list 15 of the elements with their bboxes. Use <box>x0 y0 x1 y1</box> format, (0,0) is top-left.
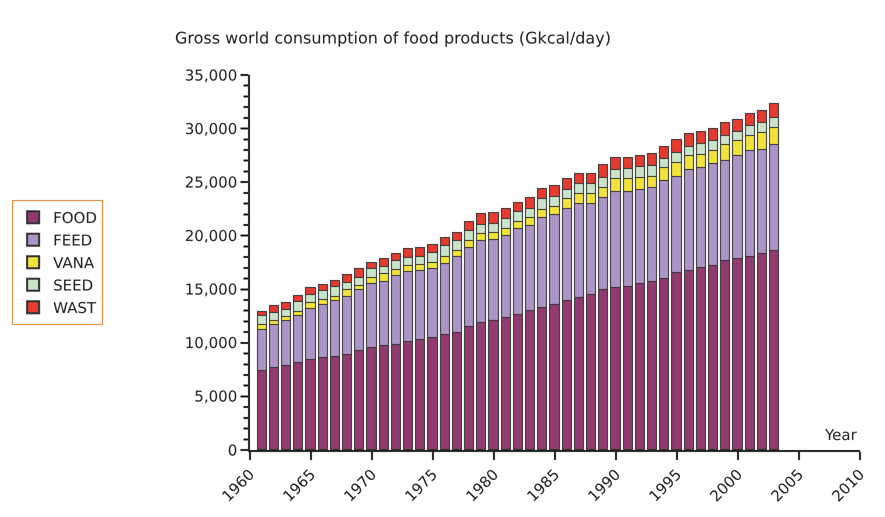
legend-label: WAST <box>53 299 97 318</box>
legend-label: VANA <box>53 254 95 272</box>
y-tick-label: 15,000 <box>184 280 238 299</box>
legend-label: FEED <box>53 232 92 250</box>
legend-label: SEED <box>53 276 94 295</box>
y-tick-label: 5,000 <box>194 388 238 406</box>
x-axis-title: Year <box>824 426 858 444</box>
y-tick-label: 0 <box>228 441 238 460</box>
y-tick-label: 20,000 <box>184 226 238 245</box>
y-tick-label: 35,000 <box>184 66 238 84</box>
chart-title: Gross world consumption of food products (Gkcal/day) <box>175 28 611 48</box>
y-tick-label: 30,000 <box>184 120 238 138</box>
y-tick-label: 25,000 <box>184 173 238 192</box>
y-tick-label: 10,000 <box>184 334 238 352</box>
legend-label: FOOD <box>53 209 97 228</box>
